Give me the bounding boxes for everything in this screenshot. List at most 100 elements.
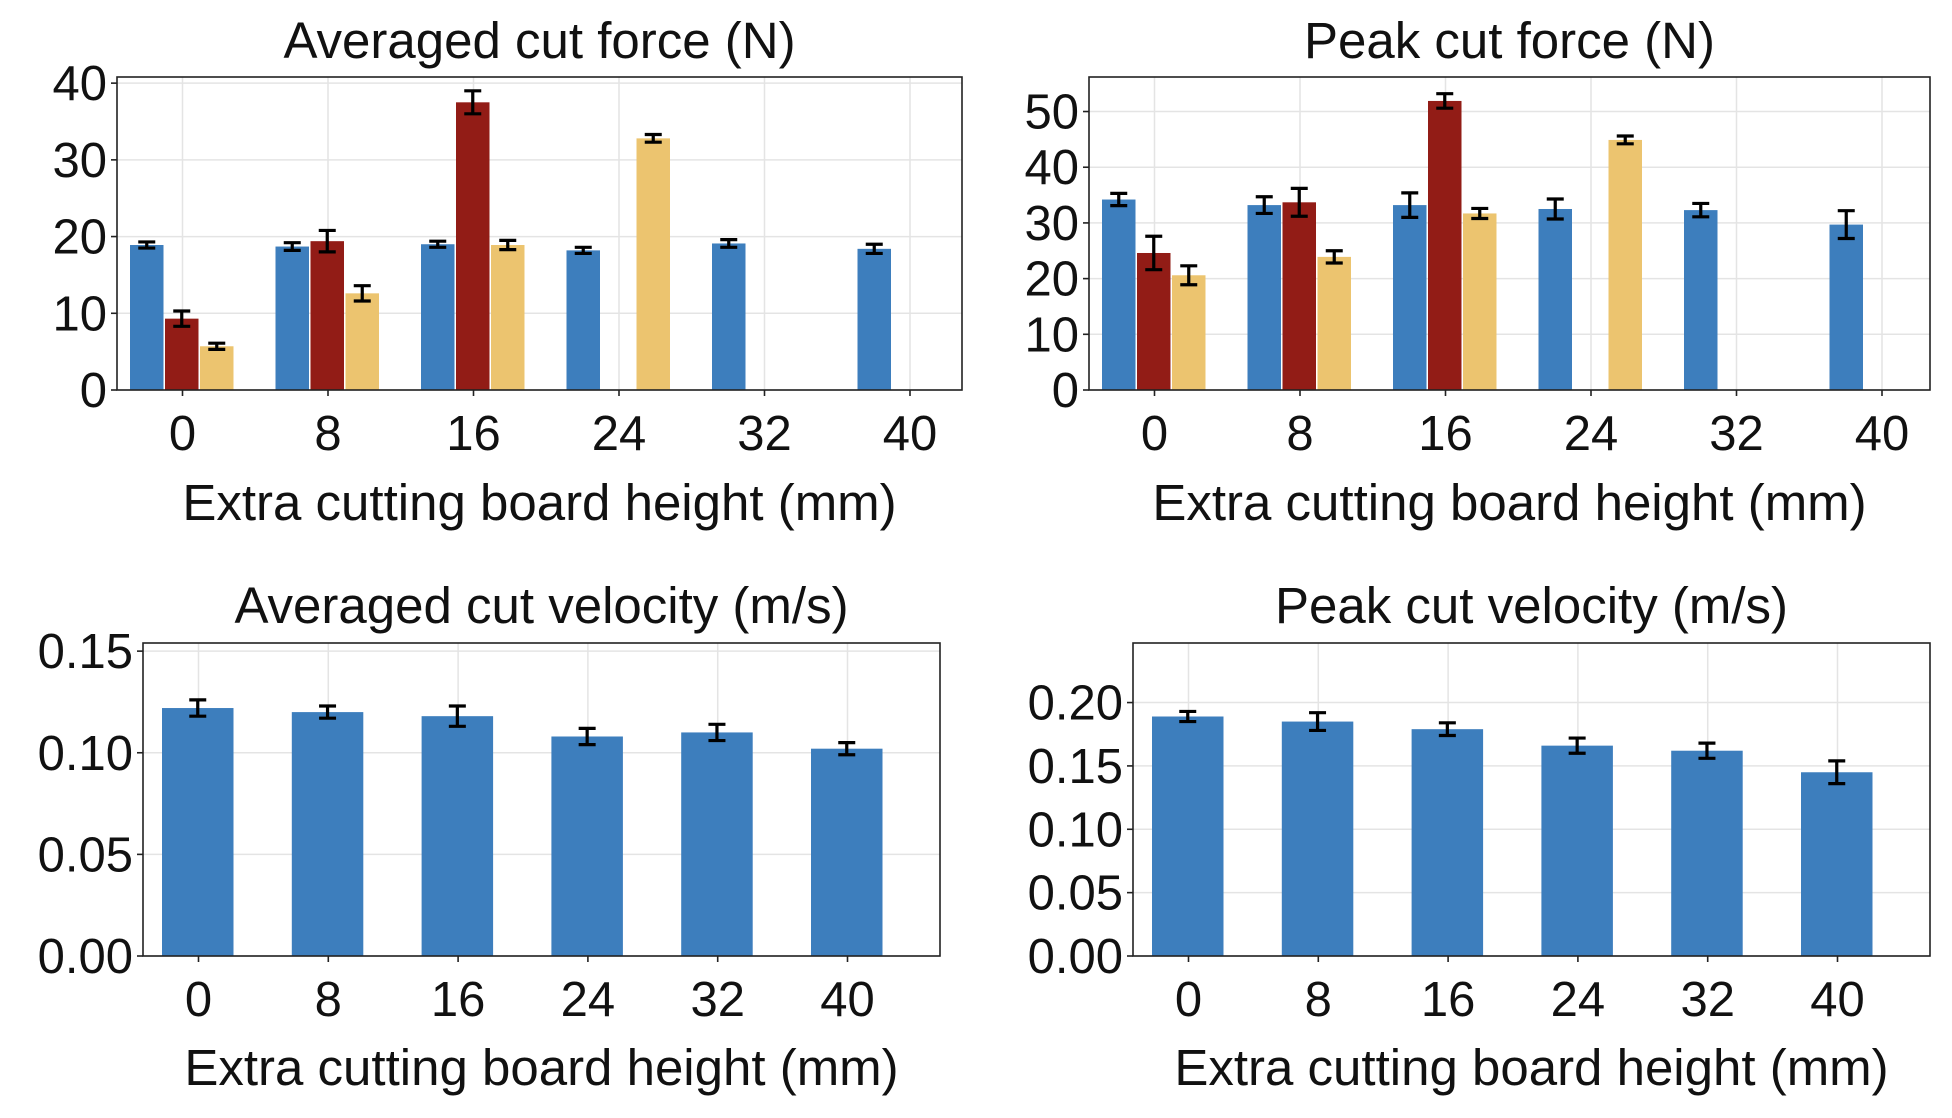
bar-16-series-3 bbox=[1463, 213, 1497, 390]
x-tick-label: 8 bbox=[1286, 407, 1313, 461]
error-bar-0-series-3 bbox=[208, 341, 226, 351]
error-bar-16-series-2 bbox=[1436, 92, 1454, 110]
y-tick-label: 0 bbox=[1052, 364, 1079, 418]
x-tick-label: 32 bbox=[737, 407, 792, 461]
error-bar-40-series-1 bbox=[1837, 209, 1855, 241]
x-axis-label: Extra cutting board height (mm) bbox=[184, 1039, 898, 1096]
error-bar-16-series-1 bbox=[1438, 721, 1456, 738]
bar-8-series-1 bbox=[1247, 205, 1281, 390]
bar-16-series-3 bbox=[491, 245, 525, 390]
x-tick-label: 16 bbox=[431, 973, 486, 1027]
error-bar-0-series-3 bbox=[1180, 264, 1198, 287]
error-bar-0-series-1 bbox=[1110, 191, 1128, 208]
y-tick-label: 40 bbox=[52, 57, 107, 111]
y-tick-label: 40 bbox=[1024, 141, 1079, 195]
bar-0-series-1 bbox=[1102, 199, 1136, 390]
x-tick-label: 32 bbox=[690, 973, 745, 1027]
error-bar-8-series-1 bbox=[1309, 711, 1327, 733]
bar-0-series-2 bbox=[1137, 252, 1171, 390]
chart-panel-3: 0.00 0.05 0.10 0.15 0 8 16 24 32 40 Averaged cut v… bbox=[38, 577, 941, 1096]
x-tick-label: 0 bbox=[1175, 973, 1202, 1027]
y-tick-label: 50 bbox=[1024, 86, 1079, 140]
chart-panel-4: 0.00 0.05 0.10 0.15 0.20 0 8 16 24 32 40 Peak cut v… bbox=[1028, 577, 1931, 1096]
bar-32-series-1 bbox=[681, 732, 753, 956]
error-bar-0-series-2 bbox=[1145, 234, 1163, 272]
y-tick-label: 0.10 bbox=[1028, 803, 1123, 857]
x-tick-label: 40 bbox=[1855, 407, 1910, 461]
bar-8-series-1 bbox=[291, 712, 364, 956]
bar-16-series-1 bbox=[1411, 729, 1484, 956]
bar-24-series-3 bbox=[636, 138, 670, 390]
bar-40-series-1 bbox=[1829, 224, 1863, 390]
y-tick-label: 30 bbox=[1024, 197, 1079, 251]
plot-frame bbox=[116, 76, 963, 391]
error-bar-8-series-1 bbox=[283, 241, 301, 252]
error-bar-16-series-1 bbox=[429, 239, 447, 249]
bar-0-series-1 bbox=[130, 245, 164, 390]
error-bar-8-series-2 bbox=[318, 228, 336, 254]
error-bar-0-series-2 bbox=[173, 309, 191, 328]
y-tick-label: 0.15 bbox=[1028, 740, 1123, 794]
bar-8-series-1 bbox=[275, 246, 309, 390]
chart-title: Peak cut velocity (m/s) bbox=[1275, 577, 1788, 634]
y-tick-label: 0.10 bbox=[38, 727, 133, 781]
error-bar-8-series-2 bbox=[1290, 186, 1308, 218]
error-bar-40-series-1 bbox=[838, 740, 856, 757]
bar-32-series-1 bbox=[712, 243, 746, 390]
x-tick-label: 40 bbox=[1810, 973, 1865, 1027]
chart-title: Averaged cut force (N) bbox=[283, 12, 795, 69]
x-tick-label: 8 bbox=[1305, 973, 1332, 1027]
error-bar-40-series-1 bbox=[1828, 759, 1846, 786]
bar-16-series-2 bbox=[1428, 100, 1462, 390]
bar-8-series-1 bbox=[1281, 721, 1354, 956]
bar-24-series-1 bbox=[566, 250, 600, 390]
x-tick-label: 40 bbox=[883, 407, 938, 461]
x-tick-label: 0 bbox=[185, 973, 212, 1027]
y-tick-label: 20 bbox=[52, 211, 107, 265]
y-tick-label: 10 bbox=[52, 287, 107, 341]
plot-frame bbox=[1132, 642, 1931, 957]
bar-24-series-1 bbox=[1541, 745, 1613, 956]
bar-32-series-1 bbox=[1684, 210, 1718, 390]
x-tick-label: 32 bbox=[1680, 973, 1735, 1027]
chart-title: Averaged cut velocity (m/s) bbox=[234, 577, 848, 634]
error-bar-32-series-1 bbox=[708, 722, 726, 743]
bar-16-series-1 bbox=[421, 244, 455, 390]
error-bar-0-series-1 bbox=[1179, 709, 1197, 724]
plot-frame bbox=[142, 642, 941, 957]
bar-0-series-1 bbox=[162, 708, 234, 956]
error-bar-24-series-1 bbox=[578, 726, 596, 747]
bar-24-series-1 bbox=[1538, 208, 1572, 390]
x-tick-label: 0 bbox=[169, 407, 196, 461]
error-bar-16-series-1 bbox=[1401, 191, 1419, 219]
x-axis-label: Extra cutting board height (mm) bbox=[1174, 1039, 1888, 1096]
bar-24-series-1 bbox=[551, 736, 623, 956]
error-bar-8-series-1 bbox=[319, 704, 337, 720]
y-tick-label: 30 bbox=[52, 134, 107, 188]
error-bar-24-series-3 bbox=[644, 132, 662, 144]
y-tick-label: 0.05 bbox=[1028, 867, 1123, 921]
x-tick-label: 24 bbox=[592, 407, 647, 461]
chart-panel-1: 0 10 20 30 40 0 8 16 24 32 40 Averaged cut force (N… bbox=[52, 12, 963, 531]
y-tick-label: 0.05 bbox=[38, 828, 133, 882]
error-bar-16-series-1 bbox=[448, 704, 466, 728]
y-tick-label: 0 bbox=[80, 364, 107, 418]
error-bar-32-series-1 bbox=[1698, 741, 1716, 760]
bar-40-series-1 bbox=[857, 248, 891, 390]
y-tick-label: 20 bbox=[1024, 253, 1079, 307]
x-tick-label: 8 bbox=[314, 407, 341, 461]
y-tick-label: 10 bbox=[1024, 308, 1079, 362]
error-bar-32-series-1 bbox=[1692, 201, 1710, 219]
x-axis-label: Extra cutting board height (mm) bbox=[1152, 474, 1866, 531]
x-tick-label: 16 bbox=[446, 407, 501, 461]
bar-16-series-1 bbox=[1393, 205, 1427, 390]
error-bar-16-series-3 bbox=[1471, 206, 1489, 221]
bar-16-series-1 bbox=[421, 716, 494, 956]
error-bar-16-series-3 bbox=[499, 238, 517, 252]
bar-8-series-2 bbox=[310, 241, 344, 390]
bar-24-series-3 bbox=[1608, 139, 1642, 390]
error-bar-8-series-3 bbox=[1325, 249, 1343, 265]
bar-8-series-3 bbox=[345, 293, 379, 390]
error-bar-32-series-1 bbox=[720, 238, 738, 249]
